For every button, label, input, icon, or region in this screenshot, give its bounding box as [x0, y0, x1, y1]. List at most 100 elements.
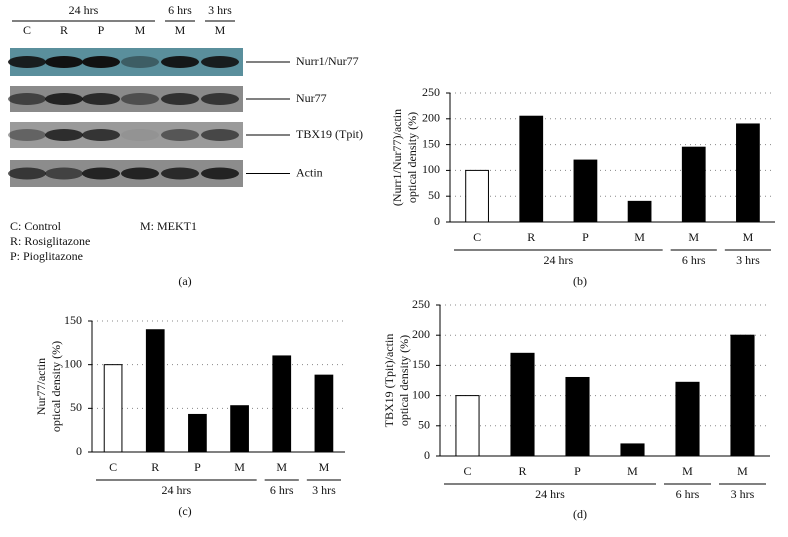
y-tick-label: 200 — [412, 327, 430, 341]
band-label: TBX19 (Tpit) — [296, 127, 363, 141]
y-tick-label: 100 — [412, 387, 430, 401]
x-tick-label: P — [582, 230, 589, 244]
y-tick-label: 50 — [70, 400, 82, 414]
x-tick-label: M — [634, 230, 645, 244]
y-axis-label: TBX19 (Tpit)/actin — [382, 334, 396, 428]
y-tick-label: 150 — [64, 313, 82, 327]
blot-band — [45, 167, 83, 180]
group-label: 24 hrs — [161, 483, 191, 497]
bar — [230, 405, 249, 453]
blot-band — [82, 167, 120, 180]
x-tick-label: R — [527, 230, 535, 244]
caption: (c) — [178, 504, 191, 518]
group-label: 24 hrs — [535, 487, 565, 501]
x-tick-label: M — [737, 464, 748, 478]
legend-text: C: Control — [10, 219, 62, 233]
bar — [675, 381, 700, 457]
y-tick-label: 50 — [428, 188, 440, 202]
group-label: 6 hrs — [676, 487, 700, 501]
x-tick-label: R — [151, 460, 159, 474]
bar — [565, 376, 590, 457]
group-label: 3 hrs — [736, 253, 760, 267]
blot-band — [161, 129, 199, 141]
group-label: 24 hrs — [543, 253, 573, 267]
blot-band — [8, 56, 46, 68]
y-tick-label: 0 — [434, 214, 440, 228]
blot-band — [45, 93, 83, 105]
bar — [188, 413, 207, 453]
band-label: Nurr1/Nur77 — [296, 54, 359, 68]
caption: (a) — [178, 274, 191, 288]
bar — [681, 146, 706, 223]
blot-band — [82, 93, 120, 105]
blot-band — [121, 129, 159, 141]
blot-band — [121, 56, 159, 68]
bar — [455, 395, 480, 457]
legend-text: P: Pioglitazone — [10, 249, 83, 263]
group-label: 6 hrs — [682, 253, 706, 267]
lane-group-label: 6 hrs — [168, 3, 192, 17]
bar — [736, 123, 760, 223]
blot-band — [201, 167, 239, 180]
bar — [519, 115, 544, 223]
blot-band — [82, 56, 120, 68]
band-label: Nur77 — [296, 91, 327, 105]
lane-label: R — [60, 23, 68, 37]
bar — [465, 169, 489, 223]
lane-label: C — [23, 23, 31, 37]
blot-band — [8, 129, 46, 141]
x-tick-label: P — [194, 460, 201, 474]
blot-band — [161, 167, 199, 180]
caption: (b) — [573, 274, 587, 288]
blot-band — [45, 129, 83, 141]
x-tick-label: M — [276, 460, 287, 474]
x-tick-label: R — [518, 464, 526, 478]
blot-band — [161, 56, 199, 68]
bar — [272, 355, 292, 453]
y-axis-label: optical density (%) — [397, 335, 411, 426]
blot-band — [201, 129, 239, 141]
x-tick-label: C — [473, 230, 481, 244]
lane-label: M — [175, 23, 186, 37]
blot-band — [121, 93, 159, 105]
blot-band — [8, 93, 46, 105]
bar — [573, 159, 598, 223]
x-tick-label: M — [682, 464, 693, 478]
blot-band — [45, 56, 83, 68]
blot-band — [121, 167, 159, 180]
legend-text: R: Rosiglitazone — [10, 234, 90, 248]
y-tick-label: 0 — [424, 448, 430, 462]
bar — [620, 443, 645, 457]
blot-band — [201, 56, 239, 68]
bar — [103, 364, 123, 453]
x-tick-label: M — [234, 460, 245, 474]
bar — [314, 374, 334, 453]
y-tick-label: 150 — [422, 136, 440, 150]
blot-band — [8, 167, 46, 180]
x-tick-label: C — [463, 464, 471, 478]
blot-band — [161, 93, 199, 105]
bar — [627, 200, 652, 223]
x-tick-label: M — [688, 230, 699, 244]
y-tick-label: 250 — [412, 297, 430, 311]
y-axis-label: optical density (%) — [405, 112, 419, 203]
lane-label: P — [98, 23, 105, 37]
blot-band — [201, 93, 239, 105]
bar — [510, 352, 535, 457]
lane-group-label: 24 hrs — [69, 3, 99, 17]
y-axis-label: optical density (%) — [49, 341, 63, 432]
y-axis-label: (Nurr1/Nur77)/actin — [390, 109, 404, 206]
y-tick-label: 100 — [64, 356, 82, 370]
caption: (d) — [573, 507, 587, 521]
x-tick-label: M — [743, 230, 754, 244]
bar — [730, 334, 755, 457]
group-label: 3 hrs — [731, 487, 755, 501]
x-tick-label: M — [627, 464, 638, 478]
lane-label: M — [135, 23, 146, 37]
group-label: 3 hrs — [312, 483, 336, 497]
y-tick-label: 0 — [76, 444, 82, 458]
group-label: 6 hrs — [270, 483, 294, 497]
legend-text: M: MEKT1 — [140, 219, 197, 233]
y-tick-label: 50 — [418, 418, 430, 432]
